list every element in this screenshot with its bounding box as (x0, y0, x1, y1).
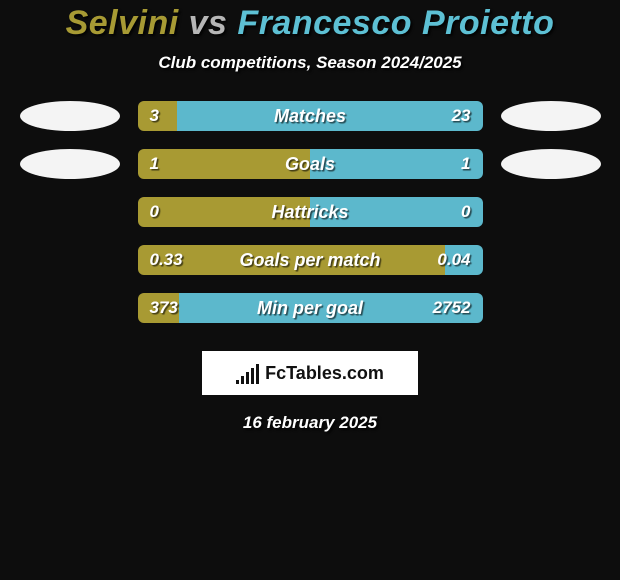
stat-value-right: 2752 (433, 293, 471, 323)
comparison-card: Selvini vs Francesco Proietto Club compe… (0, 0, 620, 433)
stat-row: 373Min per goal2752 (0, 293, 620, 323)
stat-bar: 0Hattricks0 (138, 197, 483, 227)
stat-row: 0Hattricks0 (0, 197, 620, 227)
stat-label: Matches (138, 101, 483, 131)
stat-bar: 3Matches23 (138, 101, 483, 131)
stat-row: 1Goals1 (0, 149, 620, 179)
stat-label: Goals (138, 149, 483, 179)
avatar-spacer (20, 293, 120, 323)
avatar-spacer (501, 293, 601, 323)
stat-label: Goals per match (138, 245, 483, 275)
avatar-left (20, 149, 120, 179)
stat-rows: 3Matches23 1Goals1 0Hattricks0 0.33Goals pe… (0, 101, 620, 323)
avatar-spacer (20, 197, 120, 227)
avatar-spacer (501, 245, 601, 275)
avatar-spacer (20, 245, 120, 275)
subtitle: Club competitions, Season 2024/2025 (0, 53, 620, 73)
title-player-2: Francesco Proietto (237, 4, 554, 42)
page-title: Selvini vs Francesco Proietto (0, 4, 620, 43)
date-text: 16 february 2025 (0, 413, 620, 433)
avatar-spacer (501, 197, 601, 227)
stat-bar: 373Min per goal2752 (138, 293, 483, 323)
stat-label: Min per goal (138, 293, 483, 323)
stat-row: 3Matches23 (0, 101, 620, 131)
stat-row: 0.33Goals per match0.04 (0, 245, 620, 275)
stat-label: Hattricks (138, 197, 483, 227)
brand-text: FcTables.com (265, 363, 384, 384)
avatar-right (501, 101, 601, 131)
stat-value-right: 1 (461, 149, 470, 179)
avatar-left (20, 101, 120, 131)
stat-value-right: 0.04 (437, 245, 470, 275)
brand-bars-icon (236, 362, 259, 384)
avatar-right (501, 149, 601, 179)
stat-bar: 0.33Goals per match0.04 (138, 245, 483, 275)
brand-box: FcTables.com (202, 351, 418, 395)
title-vs: vs (179, 4, 238, 42)
stat-value-right: 23 (452, 101, 471, 131)
stat-bar: 1Goals1 (138, 149, 483, 179)
stat-value-right: 0 (461, 197, 470, 227)
title-player-1: Selvini (66, 4, 179, 42)
